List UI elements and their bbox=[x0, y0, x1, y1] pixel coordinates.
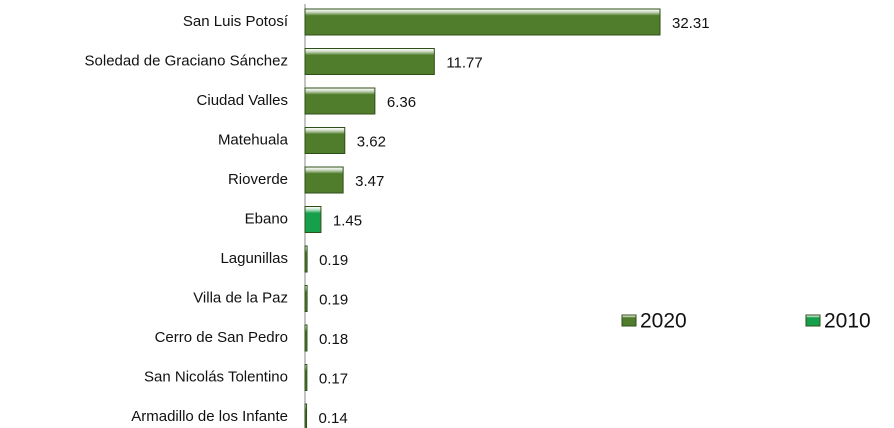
category-label: Armadillo de los Infante bbox=[131, 408, 288, 425]
category-label: Soledad de Graciano Sánchez bbox=[85, 52, 288, 69]
bar bbox=[304, 403, 308, 428]
value-label: 0.14 bbox=[319, 410, 348, 427]
category-label: Rioverde bbox=[228, 171, 288, 188]
value-label: 11.77 bbox=[446, 54, 482, 71]
value-label: 1.45 bbox=[333, 212, 362, 229]
bar bbox=[304, 245, 308, 273]
category-label: San Luis Potosí bbox=[183, 13, 289, 30]
bar bbox=[304, 285, 308, 312]
bar bbox=[304, 8, 661, 36]
legend-swatch bbox=[805, 314, 821, 327]
value-label: 0.18 bbox=[319, 331, 348, 348]
bar bbox=[304, 166, 344, 194]
value-label: 32.31 bbox=[672, 15, 710, 32]
bar bbox=[304, 206, 322, 233]
category-label: Cerro de San Pedro bbox=[155, 329, 288, 346]
legend-label: 2020 bbox=[640, 310, 687, 333]
category-label: San Nicolás Tolentino bbox=[144, 368, 288, 385]
value-label: 0.17 bbox=[319, 370, 348, 387]
legend-label: 2010 bbox=[824, 310, 871, 333]
bar bbox=[304, 87, 376, 115]
bar bbox=[304, 48, 435, 75]
category-label: Lagunillas bbox=[220, 250, 288, 267]
category-label: Matehuala bbox=[218, 131, 289, 148]
value-label: 6.36 bbox=[387, 94, 416, 111]
value-label: 3.62 bbox=[357, 133, 386, 150]
value-label: 0.19 bbox=[319, 252, 348, 269]
value-label: 3.47 bbox=[355, 173, 384, 190]
legend-swatch bbox=[621, 314, 637, 327]
value-label: 0.19 bbox=[319, 291, 348, 308]
category-label: Ebano bbox=[245, 210, 288, 227]
bar bbox=[304, 324, 308, 352]
bar bbox=[304, 127, 346, 154]
bar bbox=[304, 364, 308, 391]
category-label: Ciudad Valles bbox=[197, 92, 288, 109]
category-label: Villa de la Paz bbox=[193, 289, 288, 306]
